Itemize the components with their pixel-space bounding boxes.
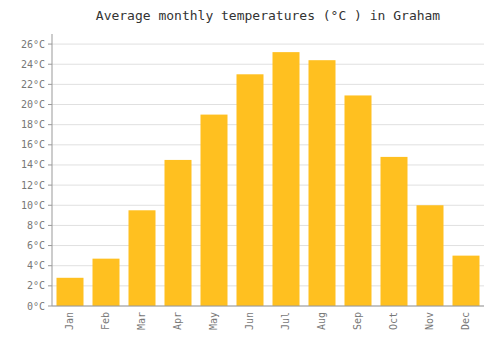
x-tick-label: Sep bbox=[352, 312, 363, 330]
y-axis-line bbox=[52, 34, 53, 306]
grid-line bbox=[52, 64, 484, 65]
y-tick bbox=[48, 104, 52, 105]
x-axis-line bbox=[52, 306, 484, 307]
grid-line bbox=[52, 164, 484, 165]
y-tick-label: 4°C bbox=[27, 260, 45, 271]
x-tick-label: Apr bbox=[172, 312, 183, 330]
x-tick-label: Mar bbox=[136, 312, 147, 330]
y-tick-label: 6°C bbox=[27, 240, 45, 251]
grid-line bbox=[52, 44, 484, 45]
bar: Aug: 24.4 bbox=[309, 60, 336, 306]
bar: May: 19 bbox=[201, 115, 228, 306]
chart-container: Average monthly temperatures (°C ) in Gr… bbox=[0, 0, 500, 350]
y-tick-label: 2°C bbox=[27, 280, 45, 291]
grid-line bbox=[52, 185, 484, 186]
x-tick-label: Aug bbox=[316, 312, 327, 330]
x-tick-label: May bbox=[208, 312, 219, 330]
y-tick-label: 12°C bbox=[21, 180, 45, 191]
y-tick-label: 20°C bbox=[21, 99, 45, 110]
grid-line bbox=[52, 144, 484, 145]
bars: Jan: 2.8 Feb: 4.7 Mar: 9.5 Apr: 14.5 May: 19… bbox=[57, 52, 480, 306]
bar: Jul: 25.2 bbox=[273, 52, 300, 306]
y-tick bbox=[48, 225, 52, 226]
title: Average monthly temperatures (°C ) in Gr… bbox=[96, 8, 441, 23]
y-tick-label: 22°C bbox=[21, 79, 45, 90]
bar: Sep: 20.9 bbox=[345, 95, 372, 306]
x-tick-label: Oct bbox=[388, 312, 399, 330]
chart-svg: Average monthly temperatures (°C ) in Gr… bbox=[0, 0, 500, 350]
grid-line bbox=[52, 104, 484, 105]
x-tick-label: Nov bbox=[424, 312, 435, 330]
bar: Jan: 2.8 bbox=[57, 278, 84, 306]
y-tick-label: 14°C bbox=[21, 159, 45, 170]
bar: Oct: 14.8 bbox=[381, 157, 408, 306]
y-tick bbox=[48, 306, 52, 307]
y-tick-label: 24°C bbox=[21, 59, 45, 70]
x-tick-label: Jan bbox=[64, 312, 75, 330]
x-tick-label: Jun bbox=[244, 312, 255, 330]
y-tick bbox=[48, 44, 52, 45]
grid bbox=[52, 44, 484, 306]
y-tick bbox=[48, 84, 52, 85]
grid-line bbox=[52, 84, 484, 85]
y-tick bbox=[48, 265, 52, 266]
y-tick bbox=[48, 64, 52, 65]
y-tick bbox=[48, 245, 52, 246]
bar: Apr: 14.5 bbox=[165, 160, 192, 306]
y-tick-label: 8°C bbox=[27, 220, 45, 231]
y-tick-label: 10°C bbox=[21, 200, 45, 211]
y-tick bbox=[48, 144, 52, 145]
y-tick bbox=[48, 164, 52, 165]
bar: Dec: 5 bbox=[453, 256, 480, 306]
bar: Nov: 10 bbox=[417, 205, 444, 306]
y-tick bbox=[48, 205, 52, 206]
x-tick-label: Dec bbox=[460, 312, 471, 330]
bar: Mar: 9.5 bbox=[129, 210, 156, 306]
y-tick-label: 26°C bbox=[21, 39, 45, 50]
y-tick bbox=[48, 124, 52, 125]
x-axis-ticks: Jan Feb Mar Apr May Jun Jul Aug Sep Oct Nov Dec bbox=[64, 312, 471, 330]
y-tick-label: 0°C bbox=[27, 301, 45, 312]
x-tick-label: Jul bbox=[280, 312, 291, 330]
y-tick bbox=[48, 185, 52, 186]
y-axis-ticks: 0°C 2°C 4°C 6°C 8°C 10°C 12°C 14°C 16°C 18°C 20°C 2… bbox=[21, 39, 52, 312]
x-tick-label: Feb bbox=[100, 312, 111, 330]
y-tick-label: 16°C bbox=[21, 139, 45, 150]
bar: Jun: 23 bbox=[237, 74, 264, 306]
y-tick bbox=[48, 285, 52, 286]
bar: Feb: 4.7 bbox=[93, 259, 120, 306]
y-tick-label: 18°C bbox=[21, 119, 45, 130]
grid-line bbox=[52, 306, 484, 307]
grid-line bbox=[52, 124, 484, 125]
